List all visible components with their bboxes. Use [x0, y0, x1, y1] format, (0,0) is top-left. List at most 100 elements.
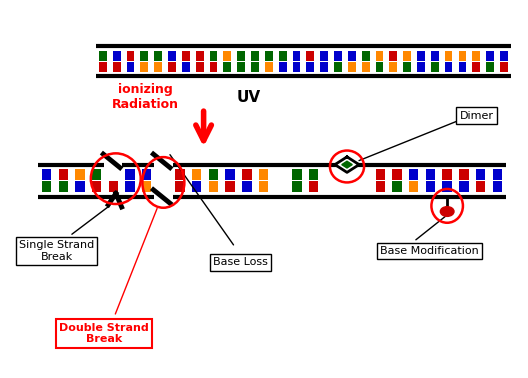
- Text: Base Loss: Base Loss: [213, 257, 268, 267]
- Bar: [154, 62, 162, 72]
- Bar: [473, 62, 480, 72]
- Polygon shape: [335, 157, 359, 172]
- Bar: [279, 51, 287, 61]
- Bar: [426, 169, 435, 180]
- Bar: [500, 51, 508, 61]
- Bar: [209, 169, 218, 180]
- Bar: [259, 181, 268, 192]
- Bar: [168, 51, 176, 61]
- Bar: [109, 181, 118, 192]
- Bar: [334, 51, 342, 61]
- Bar: [403, 51, 411, 61]
- Bar: [59, 181, 68, 192]
- Bar: [223, 51, 231, 61]
- Bar: [242, 169, 251, 180]
- Bar: [459, 62, 466, 72]
- Bar: [486, 62, 494, 72]
- Bar: [309, 181, 318, 192]
- Bar: [493, 169, 502, 180]
- Bar: [154, 51, 162, 61]
- Bar: [362, 62, 370, 72]
- Bar: [390, 62, 397, 72]
- Bar: [209, 181, 218, 192]
- Bar: [486, 51, 494, 61]
- Bar: [196, 51, 203, 61]
- Bar: [75, 169, 84, 180]
- Bar: [237, 51, 245, 61]
- Bar: [375, 62, 383, 72]
- Bar: [142, 181, 152, 192]
- Bar: [92, 169, 101, 180]
- Bar: [279, 62, 287, 72]
- Bar: [445, 51, 452, 61]
- Bar: [459, 181, 468, 192]
- Bar: [362, 51, 370, 61]
- Bar: [493, 181, 502, 192]
- Bar: [500, 62, 508, 72]
- Bar: [192, 169, 201, 180]
- Bar: [442, 181, 452, 192]
- Bar: [127, 62, 135, 72]
- Bar: [175, 181, 185, 192]
- Bar: [476, 181, 485, 192]
- Bar: [293, 51, 300, 61]
- Text: Dimer: Dimer: [460, 111, 494, 121]
- Bar: [417, 62, 425, 72]
- Bar: [292, 181, 301, 192]
- Text: Base Modification: Base Modification: [380, 246, 479, 256]
- Bar: [196, 62, 203, 72]
- Bar: [320, 51, 328, 61]
- Bar: [409, 169, 419, 180]
- Bar: [168, 62, 176, 72]
- Bar: [320, 62, 328, 72]
- Bar: [442, 169, 452, 180]
- Bar: [237, 62, 245, 72]
- Bar: [251, 51, 259, 61]
- Bar: [210, 62, 218, 72]
- Bar: [182, 62, 190, 72]
- Bar: [225, 169, 235, 180]
- Bar: [293, 62, 300, 72]
- Bar: [99, 51, 107, 61]
- Bar: [476, 169, 485, 180]
- Bar: [259, 169, 268, 180]
- Bar: [348, 62, 356, 72]
- Bar: [92, 181, 101, 192]
- Bar: [376, 181, 385, 192]
- Bar: [75, 181, 84, 192]
- Bar: [375, 51, 383, 61]
- Bar: [127, 51, 135, 61]
- Bar: [42, 169, 51, 180]
- Circle shape: [440, 207, 454, 216]
- Bar: [125, 169, 135, 180]
- Bar: [309, 169, 318, 180]
- Bar: [306, 62, 314, 72]
- Bar: [473, 51, 480, 61]
- Bar: [334, 62, 342, 72]
- Bar: [223, 62, 231, 72]
- Text: Single Strand
Break: Single Strand Break: [19, 240, 94, 262]
- Bar: [113, 51, 120, 61]
- Bar: [459, 51, 466, 61]
- Bar: [431, 51, 439, 61]
- Bar: [417, 51, 425, 61]
- Polygon shape: [342, 161, 352, 168]
- Text: UV: UV: [236, 90, 260, 105]
- Bar: [42, 181, 51, 192]
- Bar: [225, 181, 235, 192]
- Bar: [142, 169, 152, 180]
- Bar: [390, 51, 397, 61]
- Bar: [59, 169, 68, 180]
- Bar: [348, 51, 356, 61]
- Bar: [392, 181, 402, 192]
- Bar: [251, 62, 259, 72]
- Bar: [426, 181, 435, 192]
- Bar: [265, 62, 272, 72]
- Bar: [192, 181, 201, 192]
- Bar: [125, 181, 135, 192]
- Bar: [431, 62, 439, 72]
- Bar: [210, 51, 218, 61]
- Bar: [459, 169, 468, 180]
- Bar: [376, 169, 385, 180]
- Bar: [140, 62, 148, 72]
